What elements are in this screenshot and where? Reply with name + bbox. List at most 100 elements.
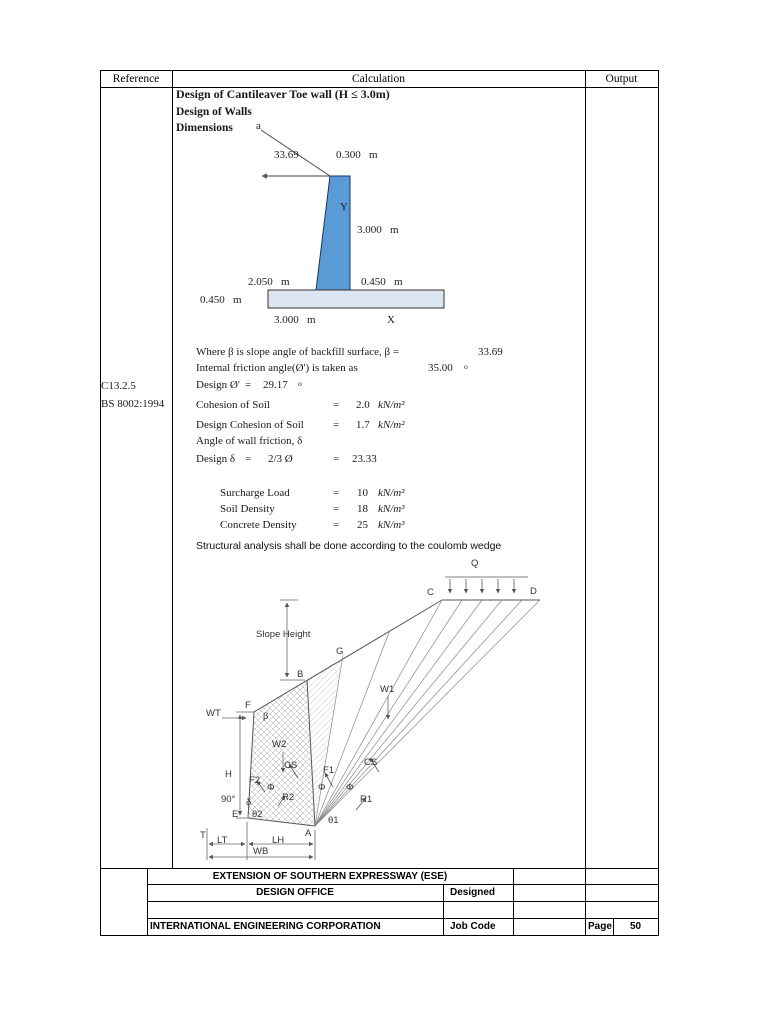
calc-text: 1.7	[356, 419, 370, 431]
dimension-label: X	[387, 314, 395, 326]
calc-text: 35.00	[428, 362, 453, 374]
wedge-label: D	[530, 586, 537, 597]
dimension-label: a	[256, 120, 261, 132]
table-border	[172, 70, 173, 868]
table-border	[100, 70, 101, 936]
wall-stem	[315, 175, 351, 291]
table-border	[147, 918, 659, 919]
calc-text: o	[298, 379, 302, 388]
wedge-label: θ2	[252, 809, 263, 820]
calc-text: kN/m²	[378, 487, 405, 499]
calc-text: kN/m²	[378, 399, 405, 411]
dimension-label: Y	[340, 201, 348, 213]
calc-text: o	[464, 362, 468, 371]
table-border	[100, 87, 659, 88]
calc-text: Design Cohesion of Soil	[196, 419, 304, 431]
calc-text: Design Ø'	[196, 379, 240, 391]
calc-text: =	[333, 419, 340, 431]
wall-footing	[267, 289, 445, 309]
wedge-label: R2	[282, 792, 295, 803]
wedge-label: W2	[272, 739, 287, 750]
force-arrows	[256, 757, 380, 811]
wedge-label: δ	[246, 797, 252, 808]
calc-text: Soil Density	[220, 503, 275, 515]
reference-standard: BS 8002:1994	[101, 398, 165, 410]
calc-text: 18	[357, 503, 368, 515]
calc-text: Design of Walls	[176, 106, 252, 118]
calc-text: Dimensions	[176, 122, 233, 134]
dimension-label: 0.450 m	[361, 276, 403, 288]
calc-text: =	[245, 453, 252, 465]
table-border	[147, 868, 148, 935]
wedge-fan-lines	[314, 599, 541, 827]
calc-text: kN/m²	[378, 419, 405, 431]
designed-label: Designed	[450, 887, 496, 898]
company-name: INTERNATIONAL ENGINEERING CORPORATION	[150, 921, 381, 932]
dimension-lines	[206, 599, 391, 860]
calc-text: Structural analysis shall be done accord…	[196, 540, 502, 552]
dimension-label: 2.050 m	[248, 276, 290, 288]
dimension-label: 3.000 m	[357, 224, 399, 236]
wedge-label: LH	[272, 835, 285, 846]
wedge-label: A	[305, 828, 312, 839]
wedge-label: B	[297, 669, 304, 680]
wedge-label: Q	[471, 558, 479, 569]
table-border	[443, 884, 444, 935]
calc-text: kN/m³	[378, 519, 405, 531]
project-title: EXTENSION OF SOUTHERN EXPRESSWAY (ESE)	[212, 870, 448, 882]
calc-text: 25	[357, 519, 368, 531]
calc-text: 2/3 Ø	[268, 453, 293, 465]
wedge-label: R1	[360, 794, 373, 805]
table-border	[100, 935, 659, 936]
wedge-label: F1	[323, 765, 335, 776]
calc-text: 23.33	[352, 453, 377, 465]
wedge-label: LT	[217, 835, 228, 846]
calc-text: Surcharge Load	[220, 487, 290, 499]
calc-text: =	[245, 379, 252, 391]
wedge-label: Φ	[346, 782, 354, 793]
wedge-label: θ1	[328, 815, 339, 826]
page-number: 50	[629, 921, 642, 932]
reference-clause: C13.2.5	[101, 380, 136, 392]
calc-text: Design of Cantileaver Toe wall (H ≤ 3.0m…	[176, 87, 390, 101]
wedge-label: H	[225, 769, 232, 780]
calc-text: kN/m³	[378, 503, 405, 515]
calc-text: 10	[357, 487, 368, 499]
calc-text: Cohesion of Soil	[196, 399, 270, 411]
calc-text: 29.17	[263, 379, 288, 391]
dimension-label: 33.69	[274, 149, 299, 161]
calc-text: Where β is slope angle of backfill surfa…	[196, 346, 400, 358]
wedge-label: F2	[249, 775, 261, 786]
table-border	[100, 868, 659, 869]
dimension-label: 0.450 m	[200, 294, 242, 306]
design-office: DESIGN OFFICE	[256, 887, 334, 898]
calc-text: Internal friction angle(Ø') is taken as	[196, 362, 358, 374]
calc-text: 33.69	[478, 346, 503, 358]
calc-text: =	[333, 487, 340, 499]
wedge-label: CS	[284, 760, 298, 771]
calc-text: Concrete Density	[220, 519, 297, 531]
wall-hatch	[248, 680, 315, 826]
calc-text: =	[333, 519, 340, 531]
table-border	[513, 868, 514, 935]
calc-text: Design δ	[196, 453, 236, 465]
wedge-label: W1	[380, 684, 395, 695]
wedge-label: E	[232, 809, 239, 820]
table-border	[147, 901, 659, 902]
dimension-label: 0.300 m	[336, 149, 378, 161]
page-label: Page	[588, 921, 612, 932]
wedge-label: T	[200, 830, 206, 841]
calc-text: Angle of wall friction, δ	[196, 435, 303, 447]
calc-text: =	[333, 503, 340, 515]
job-code-label: Job Code	[450, 921, 496, 932]
col-header-calculation: Calculation	[351, 72, 405, 85]
table-border	[147, 884, 659, 885]
table-border	[613, 918, 614, 935]
col-header-output: Output	[605, 72, 638, 85]
coulomb-wedge-diagram	[206, 576, 541, 860]
wedge-label: WB	[253, 846, 269, 857]
surcharge-arrows	[445, 576, 528, 594]
wedge-label: WT	[206, 708, 221, 719]
dimension-label: 3.000 m	[274, 314, 316, 326]
